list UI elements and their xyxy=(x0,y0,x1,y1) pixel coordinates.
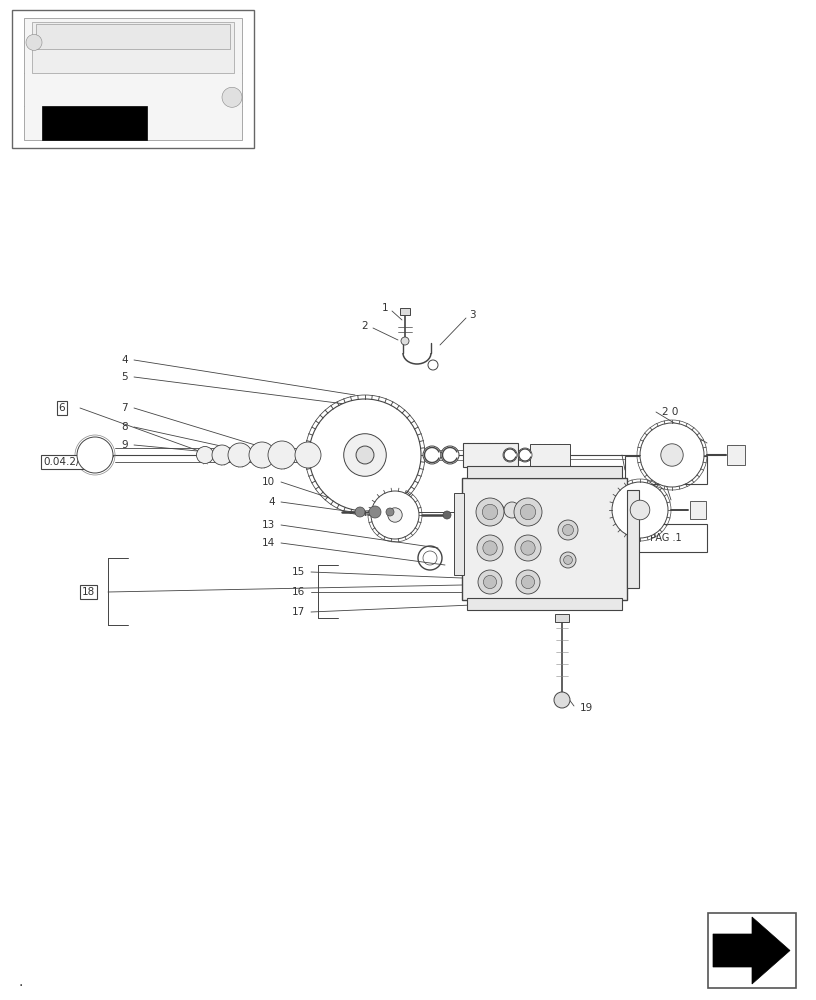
Circle shape xyxy=(478,570,502,594)
Text: 9: 9 xyxy=(122,440,128,450)
Circle shape xyxy=(560,552,576,568)
Bar xyxy=(727,445,745,465)
Text: 6: 6 xyxy=(59,403,65,413)
Circle shape xyxy=(356,446,374,464)
Circle shape xyxy=(558,520,578,540)
Text: 10: 10 xyxy=(262,477,275,487)
Bar xyxy=(625,524,707,552)
Text: 19: 19 xyxy=(580,703,593,713)
Circle shape xyxy=(564,556,572,564)
Circle shape xyxy=(521,504,535,520)
Circle shape xyxy=(228,443,252,467)
Text: 14: 14 xyxy=(262,538,275,548)
Bar xyxy=(12,10,254,148)
Text: .: . xyxy=(18,975,22,989)
Circle shape xyxy=(477,535,503,561)
Text: 13: 13 xyxy=(262,520,275,530)
Circle shape xyxy=(428,360,438,370)
Circle shape xyxy=(369,506,381,518)
Circle shape xyxy=(441,446,459,464)
Circle shape xyxy=(514,498,542,526)
Text: PAG .1: PAG .1 xyxy=(650,465,682,475)
Circle shape xyxy=(612,482,668,538)
Bar xyxy=(42,106,147,140)
Bar xyxy=(690,501,706,519)
Text: PAG .1: PAG .1 xyxy=(650,533,682,543)
Circle shape xyxy=(249,442,275,468)
Circle shape xyxy=(661,444,683,466)
Circle shape xyxy=(388,508,402,522)
Bar xyxy=(555,614,569,622)
Text: 8: 8 xyxy=(122,422,128,432)
Circle shape xyxy=(423,446,441,464)
Text: 4: 4 xyxy=(122,355,128,365)
Bar xyxy=(708,913,796,988)
Text: 17: 17 xyxy=(292,607,305,617)
Bar xyxy=(454,493,464,575)
Text: 1: 1 xyxy=(382,303,388,313)
Text: 7: 7 xyxy=(122,403,128,413)
Bar xyxy=(32,22,234,73)
Bar xyxy=(400,308,410,315)
Circle shape xyxy=(515,535,541,561)
Text: 1 1: 1 1 xyxy=(662,447,678,457)
Text: 4: 4 xyxy=(268,497,275,507)
Circle shape xyxy=(26,34,42,50)
Circle shape xyxy=(490,503,504,517)
Circle shape xyxy=(268,441,296,469)
Circle shape xyxy=(386,508,394,516)
Circle shape xyxy=(197,446,214,464)
Text: 5: 5 xyxy=(122,372,128,382)
Circle shape xyxy=(483,541,497,555)
Circle shape xyxy=(630,500,650,520)
Circle shape xyxy=(554,692,570,708)
Circle shape xyxy=(521,541,535,555)
Bar xyxy=(467,598,622,610)
Circle shape xyxy=(503,448,517,462)
Bar xyxy=(462,478,627,600)
Circle shape xyxy=(504,502,520,518)
Bar xyxy=(627,490,639,588)
Circle shape xyxy=(371,491,419,539)
Text: 15: 15 xyxy=(292,567,305,577)
Text: 18: 18 xyxy=(82,587,95,597)
Circle shape xyxy=(562,524,574,536)
Text: 1 2: 1 2 xyxy=(662,427,678,437)
Circle shape xyxy=(355,507,365,517)
Bar xyxy=(467,466,622,478)
Circle shape xyxy=(222,87,242,107)
Bar xyxy=(530,444,570,466)
Circle shape xyxy=(344,434,386,476)
Text: 2 0: 2 0 xyxy=(662,407,678,417)
Text: 2: 2 xyxy=(361,321,368,331)
Text: 0.04.2/01: 0.04.2/01 xyxy=(43,457,93,467)
Polygon shape xyxy=(713,917,790,984)
Circle shape xyxy=(640,423,704,487)
Circle shape xyxy=(476,498,504,526)
Circle shape xyxy=(480,505,490,515)
Bar xyxy=(625,456,707,484)
Circle shape xyxy=(77,437,113,473)
Circle shape xyxy=(295,442,321,468)
Circle shape xyxy=(482,504,498,520)
Bar xyxy=(24,18,242,140)
Circle shape xyxy=(309,399,421,511)
Text: 3: 3 xyxy=(468,310,475,320)
Circle shape xyxy=(516,570,540,594)
Circle shape xyxy=(521,575,534,589)
Bar xyxy=(36,24,230,48)
Circle shape xyxy=(443,511,451,519)
Circle shape xyxy=(483,575,497,589)
Circle shape xyxy=(518,448,532,462)
Text: 16: 16 xyxy=(292,587,305,597)
Bar xyxy=(463,443,517,467)
Circle shape xyxy=(401,337,409,345)
Circle shape xyxy=(212,445,232,465)
